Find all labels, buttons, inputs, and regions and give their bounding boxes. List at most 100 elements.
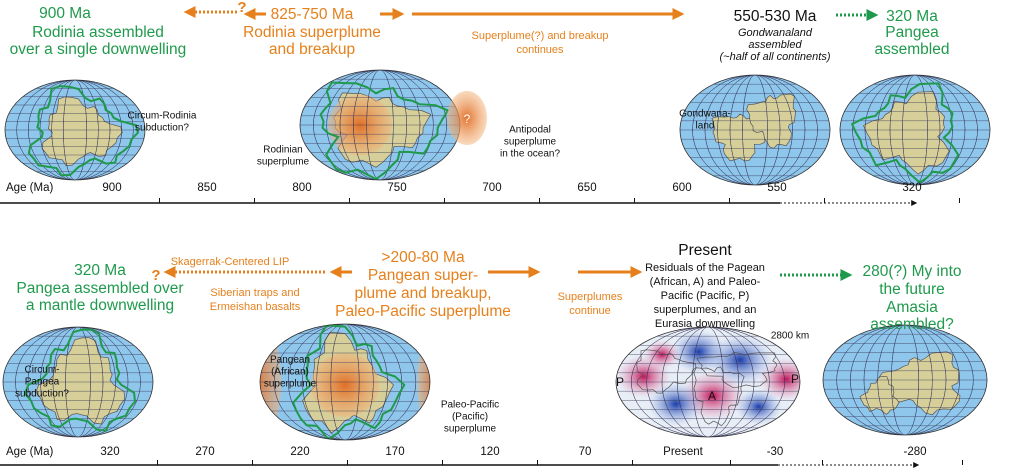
globe-rim — [822, 324, 988, 436]
globe — [839, 74, 991, 186]
axis-label: Age (Ma) — [6, 446, 53, 458]
label: Ermeishan basalts — [210, 301, 301, 313]
label: assembled — [875, 41, 950, 58]
subduction-outline — [850, 82, 960, 184]
label: Superplume(?) and breakup — [472, 30, 609, 42]
tick-label: 120 — [480, 446, 499, 458]
antipodal-plume — [447, 91, 487, 145]
label: over a single downwelling — [10, 41, 187, 58]
label: Pangean super- — [368, 267, 478, 284]
label: assembled? — [870, 316, 954, 333]
globe — [2, 326, 154, 438]
label: Circum-Rodinia — [128, 111, 197, 122]
continent — [41, 96, 123, 166]
arrows — [163, 5, 879, 281]
label: Pangea assembled over — [16, 280, 183, 297]
label: Pangea — [25, 377, 60, 388]
timelines — [0, 200, 920, 468]
label: continue — [569, 305, 611, 317]
label: superplume — [504, 137, 557, 148]
label: Residuals of the Pagean — [645, 262, 765, 274]
label: and breakup — [269, 41, 355, 58]
tick-label: 700 — [482, 182, 501, 194]
globe — [4, 79, 146, 181]
label: Pacific (Pacific, P) — [661, 290, 750, 302]
continent — [35, 337, 126, 425]
label: A — [708, 389, 716, 403]
label: superplume — [444, 424, 497, 435]
continent — [746, 93, 797, 149]
label: the future — [879, 281, 945, 298]
globes — [2, 69, 991, 441]
tick-label: 220 — [290, 446, 309, 458]
label: a mantle downwelling — [26, 297, 174, 314]
subduction-outline — [319, 81, 450, 180]
label: Present — [678, 242, 732, 259]
tick-label: 320 — [100, 446, 119, 458]
label: 900 Ma — [39, 5, 91, 22]
label: subduction? — [135, 123, 189, 134]
label: 2800 km — [771, 331, 809, 342]
globe-content — [3, 327, 153, 437]
tick-label: 900 — [102, 182, 121, 194]
tick-label: 70 — [579, 446, 592, 458]
globe-content — [616, 327, 800, 437]
label: superplumes, and an — [654, 304, 757, 316]
label: subduction? — [15, 389, 69, 400]
label: Rodinia superplume — [243, 24, 381, 41]
label: Skagerrak-Centered LIP — [171, 256, 290, 268]
axis-label: Age (Ma) — [6, 182, 53, 194]
label: superplume — [257, 157, 310, 168]
globe-content — [300, 70, 460, 180]
label: 320 Ma — [886, 8, 938, 25]
continent — [636, 349, 697, 394]
tick-label: -280 — [903, 446, 926, 458]
globe — [615, 326, 801, 438]
tomography-anomaly — [758, 357, 800, 401]
label: P — [791, 372, 799, 386]
label: Gondwana- — [679, 109, 731, 120]
label: Circum- — [25, 365, 60, 376]
globe-rim — [615, 326, 801, 438]
globe-content — [5, 80, 145, 180]
subduction-outline — [23, 328, 137, 432]
label: in the ocean? — [500, 149, 560, 160]
tomography-anomaly — [671, 330, 727, 374]
tick-label: 320 — [902, 182, 921, 194]
label: Rodinian — [263, 145, 302, 156]
label: Gondwanaland — [738, 27, 813, 39]
tick-label: 550 — [767, 182, 786, 194]
continent — [859, 376, 900, 415]
label: ? — [237, 0, 246, 16]
label: 550-530 Ma — [734, 8, 817, 25]
tick-label: 650 — [577, 182, 596, 194]
label: Pangea — [885, 24, 939, 41]
label: land — [696, 121, 715, 132]
tomography-anomaly — [648, 382, 704, 426]
label: Pangean — [270, 355, 310, 366]
tick-label: 850 — [197, 182, 216, 194]
tick-label: 600 — [672, 182, 691, 194]
label: continues — [516, 44, 564, 56]
label: superplume — [264, 379, 317, 390]
label: 320 Ma — [74, 262, 126, 279]
continent — [863, 91, 950, 175]
globe-rim — [259, 323, 431, 441]
globe-content — [840, 75, 990, 185]
label: Paleo-Pacific — [441, 400, 499, 411]
globe-content — [823, 325, 987, 435]
globe-rim — [2, 326, 154, 438]
tick-label: Present — [663, 446, 703, 458]
superplume — [311, 353, 379, 417]
globe-rim — [839, 74, 991, 186]
label: ? — [464, 112, 471, 126]
label: Superplumes — [558, 291, 623, 303]
label: (African) — [271, 367, 309, 378]
tick-label: 750 — [387, 182, 406, 194]
label: plume and breakup, — [354, 285, 491, 302]
tick-label: -30 — [767, 446, 784, 458]
label: Paleo-Pacific superplume — [335, 303, 511, 320]
tick-label: 800 — [292, 182, 311, 194]
label: P — [616, 375, 624, 389]
